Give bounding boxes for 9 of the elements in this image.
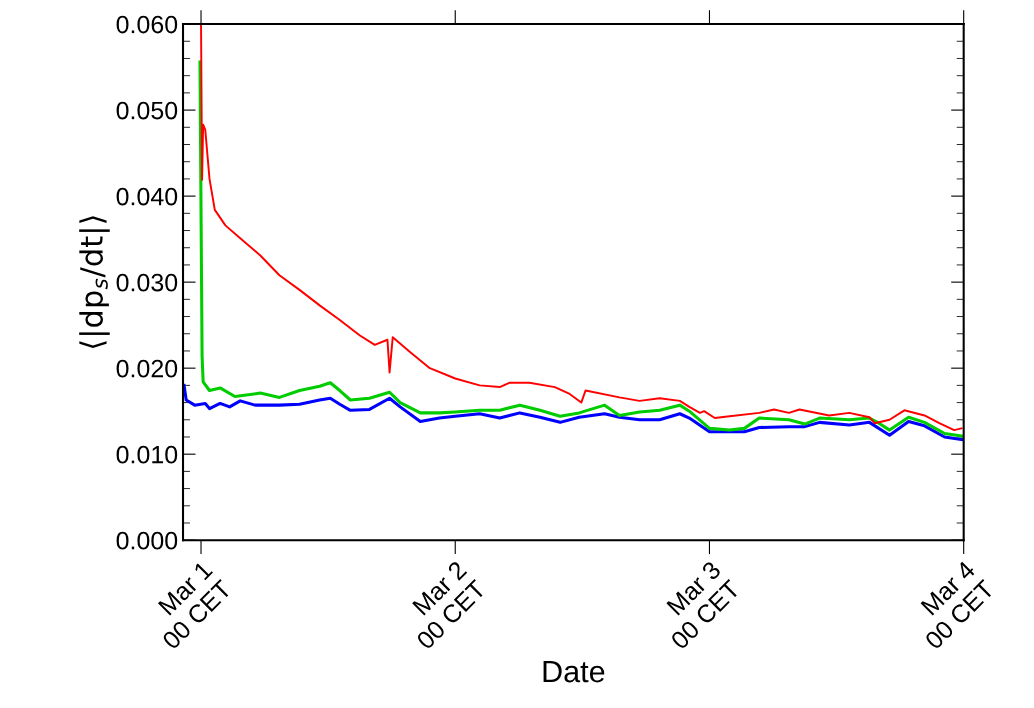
y-tick-label: 0.050 [116,101,178,120]
y-axis-title: ⟨|dp$_{s}$/dt|⟩ [79,216,110,348]
y-tick-label: 0.010 [116,445,178,464]
x-axis-title: Date [543,661,605,683]
y-tick-label: 0.020 [116,359,178,378]
y-tick-label: 0.030 [116,273,178,292]
y-tick-label: 0.000 [116,531,178,550]
y-tick-label: 0.060 [116,15,178,34]
y-tick-label: 0.040 [116,187,178,206]
